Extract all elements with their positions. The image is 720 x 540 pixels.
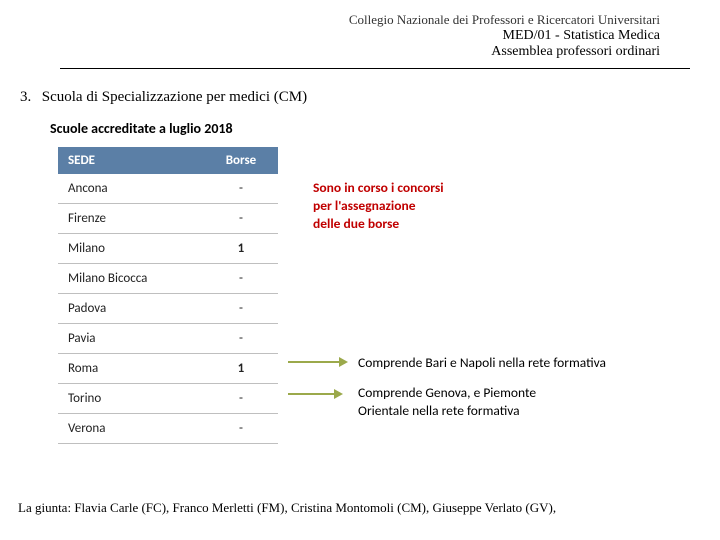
note-torino: Comprende Genova, e Piemonte Orientale n… xyxy=(358,384,536,419)
section-number: 3. xyxy=(20,89,38,106)
section-title: 3. Scuola di Specializzazione per medici… xyxy=(0,69,720,120)
table-row: Pavia- xyxy=(58,324,278,354)
header-org: Collegio Nazionale dei Professori e Rice… xyxy=(90,12,660,28)
table-row: Milano Bicocca- xyxy=(58,264,278,294)
arrow-icon xyxy=(288,393,335,395)
table-row: Verona- xyxy=(58,414,278,444)
subtitle: Scuole accreditate a luglio 2018 xyxy=(0,120,720,137)
table-wrap: SEDE Borse Ancona- Firenze- Milano1 Mila… xyxy=(58,147,278,444)
table-row: Roma1 xyxy=(58,354,278,384)
table-row: Firenze- xyxy=(58,204,278,234)
table-row: Padova- xyxy=(58,294,278,324)
scuole-table: SEDE Borse Ancona- Firenze- Milano1 Mila… xyxy=(58,147,278,444)
content-row: SEDE Borse Ancona- Firenze- Milano1 Mila… xyxy=(0,147,720,444)
section-text: Scuola di Specializzazione per medici (C… xyxy=(42,89,307,105)
note-concorsi: Sono in corso i concorsi per l'assegnazi… xyxy=(313,179,444,234)
header-subtitle: Assemblea professori ordinari xyxy=(90,44,660,60)
col-sede: SEDE xyxy=(58,147,204,174)
table-row: Torino- xyxy=(58,384,278,414)
table-row: Ancona- xyxy=(58,174,278,204)
note-roma: Comprende Bari e Napoli nella rete forma… xyxy=(358,354,606,371)
header-code: MED/01 - Statistica Medica xyxy=(90,28,660,44)
side-notes: Sono in corso i concorsi per l'assegnazi… xyxy=(278,147,720,444)
col-borse: Borse xyxy=(204,147,278,174)
footer: La giunta: Flavia Carle (FC), Franco Mer… xyxy=(18,500,702,516)
arrow-icon xyxy=(288,361,340,363)
table-row: Milano1 xyxy=(58,234,278,264)
header: Collegio Nazionale dei Professori e Rice… xyxy=(60,0,690,69)
